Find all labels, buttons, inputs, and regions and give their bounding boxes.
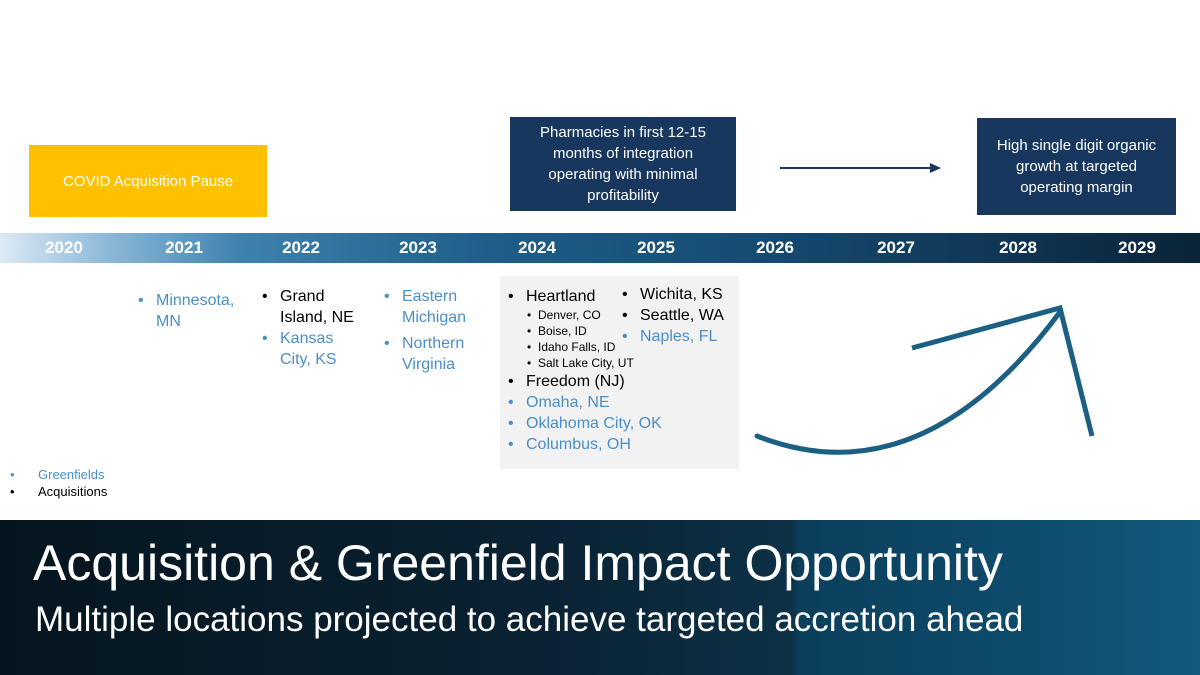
year-2022: 2022: [282, 238, 320, 257]
organic-growth-box: High single digit organic growth at targ…: [977, 118, 1176, 215]
pharmacy-integration-text: Pharmacies in first 12-15 months of inte…: [540, 124, 706, 204]
list-item: Salt Lake City, UT: [508, 355, 668, 371]
covid-pause-box: COVID Acquisition Pause: [29, 145, 267, 217]
year-2021: 2021: [165, 238, 203, 257]
locations-2021: Minnesota, MN: [138, 290, 248, 332]
list-item: Naples, FL: [622, 326, 732, 347]
list-item: Boise, ID: [508, 323, 668, 339]
growth-arrow-icon: [754, 304, 1095, 455]
footer-banner: [0, 520, 1200, 675]
legend-greenfields: Greenfields: [10, 466, 107, 483]
page-subtitle: Multiple locations projected to achieve …: [35, 600, 1024, 639]
covid-pause-label: COVID Acquisition Pause: [62, 172, 234, 190]
year-2026: 2026: [756, 238, 794, 257]
legend: Greenfields Acquisitions: [10, 466, 107, 500]
list-item: Eastern Michigan: [384, 286, 479, 328]
year-2025: 2025: [637, 238, 675, 257]
pharmacy-integration-box: Pharmacies in first 12-15 months of inte…: [510, 117, 736, 211]
year-2023: 2023: [399, 238, 437, 257]
list-item: Northern Virginia: [384, 333, 479, 375]
page-title: Acquisition & Greenfield Impact Opportun…: [33, 535, 1003, 591]
organic-growth-text: High single digit organic growth at targ…: [996, 137, 1157, 196]
year-2029: 2029: [1118, 238, 1156, 257]
list-item: Grand Island, NE: [262, 286, 362, 328]
list-item: Oklahoma City, OK: [508, 413, 668, 434]
year-2027: 2027: [877, 238, 915, 257]
list-item: Wichita, KS: [622, 284, 732, 305]
list-item: Columbus, OH: [508, 434, 668, 455]
timeline-bar: 2020 2021 2022 2023 2024 2025 2026 2027 …: [0, 233, 1200, 263]
locations-2023: Eastern Michigan Northern Virginia: [384, 286, 479, 375]
list-item: Denver, CO: [508, 307, 668, 323]
list-item: Seattle, WA: [622, 305, 732, 326]
list-item: Heartland: [508, 286, 668, 307]
locations-2025: Wichita, KS Seattle, WA Naples, FL: [622, 284, 732, 347]
locations-2022: Grand Island, NE Kansas City, KS: [262, 286, 362, 370]
list-item: Minnesota, MN: [138, 290, 248, 332]
list-item: Omaha, NE: [508, 392, 668, 413]
locations-2024: Heartland Denver, CO Boise, ID Idaho Fal…: [508, 286, 668, 455]
right-arrow-icon: [780, 163, 941, 173]
year-2024: 2024: [518, 238, 556, 257]
year-2020: 2020: [45, 238, 83, 257]
list-item: Idaho Falls, ID: [508, 339, 668, 355]
list-item: Freedom (NJ): [508, 371, 668, 392]
legend-acquisitions: Acquisitions: [10, 483, 107, 500]
list-item: Kansas City, KS: [262, 328, 362, 370]
year-2028: 2028: [999, 238, 1037, 257]
